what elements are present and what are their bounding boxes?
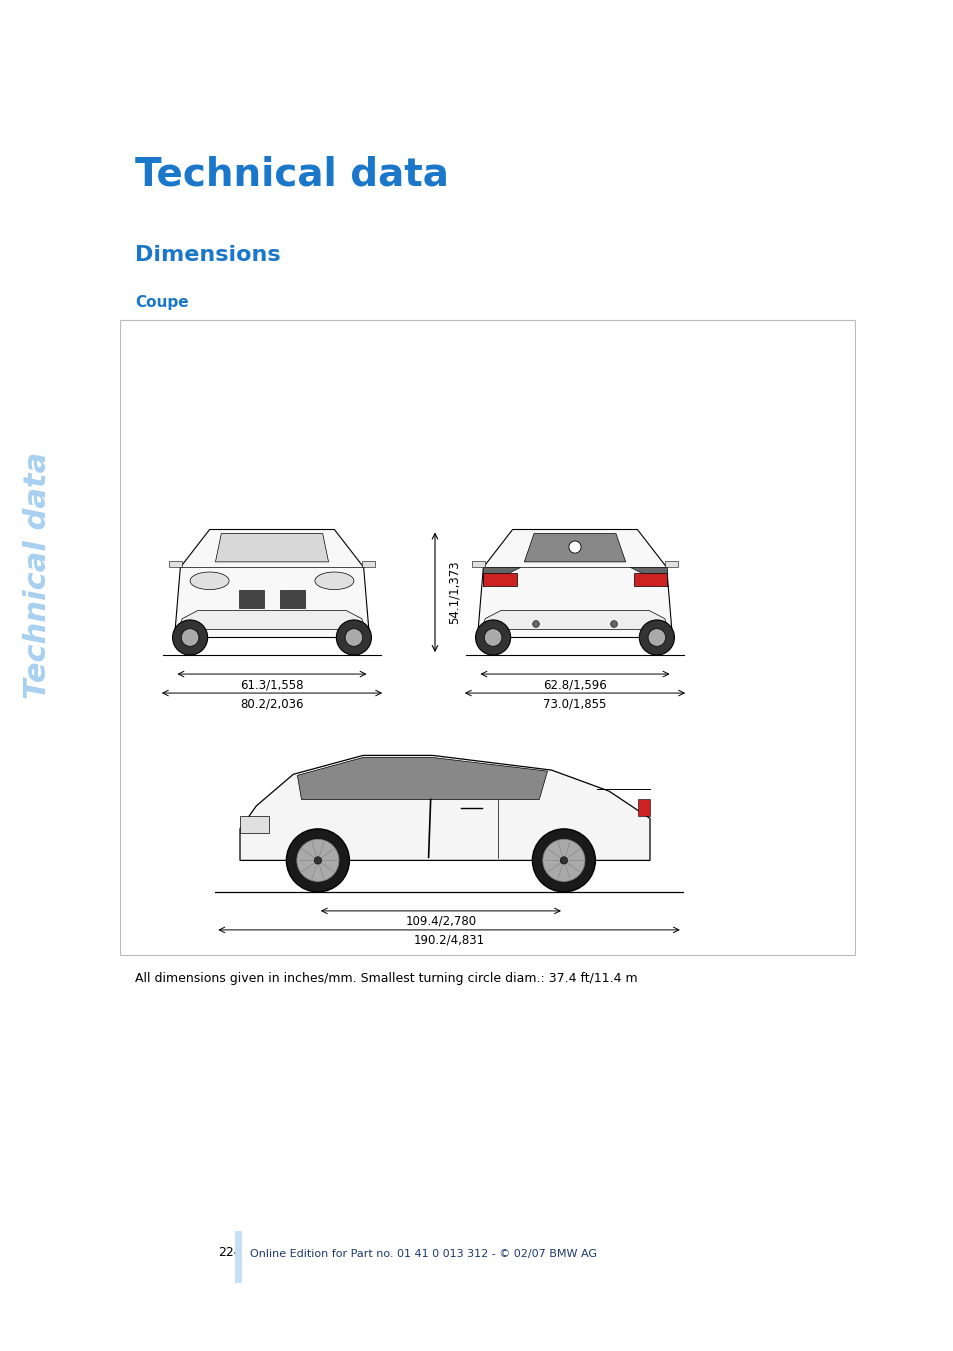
- Circle shape: [542, 839, 584, 881]
- Circle shape: [532, 830, 595, 892]
- Bar: [471, 561, 485, 567]
- Polygon shape: [174, 530, 369, 638]
- Polygon shape: [629, 567, 666, 586]
- Text: All dimensions given in inches/mm. Smallest turning circle diam.: 37.4 ft/11.4 m: All dimensions given in inches/mm. Small…: [135, 971, 637, 985]
- Text: Online Edition for Part no. 01 41 0 013 312 - © 02/07 BMW AG: Online Edition for Part no. 01 41 0 013 …: [250, 1250, 597, 1259]
- Circle shape: [181, 628, 198, 646]
- Bar: [279, 590, 305, 608]
- Circle shape: [484, 628, 501, 646]
- Circle shape: [286, 830, 349, 892]
- Text: 73.0/1,855: 73.0/1,855: [543, 697, 606, 711]
- Polygon shape: [481, 611, 668, 630]
- Circle shape: [559, 857, 567, 865]
- Ellipse shape: [314, 571, 354, 589]
- Circle shape: [610, 620, 617, 627]
- Circle shape: [532, 620, 538, 627]
- Text: 224: 224: [218, 1246, 241, 1259]
- Bar: [633, 573, 666, 586]
- Circle shape: [647, 628, 665, 646]
- Text: Technical data: Technical data: [24, 451, 52, 698]
- Bar: [361, 561, 375, 567]
- Circle shape: [475, 620, 510, 655]
- Polygon shape: [524, 534, 625, 562]
- Bar: [483, 573, 516, 586]
- Polygon shape: [240, 755, 649, 861]
- Circle shape: [314, 857, 321, 865]
- Polygon shape: [477, 530, 672, 638]
- Polygon shape: [240, 816, 269, 834]
- Text: 54.1/1,373: 54.1/1,373: [448, 561, 460, 624]
- Text: Technical data: Technical data: [135, 155, 449, 193]
- Bar: [637, 800, 649, 816]
- Polygon shape: [483, 567, 519, 586]
- Bar: [238, 590, 264, 608]
- Circle shape: [296, 839, 338, 881]
- Circle shape: [345, 628, 362, 646]
- Bar: [234, 1231, 242, 1283]
- Ellipse shape: [190, 571, 229, 589]
- Bar: [120, 320, 854, 955]
- Text: 80.2/2,036: 80.2/2,036: [240, 697, 303, 711]
- Bar: [169, 561, 182, 567]
- Text: Dimensions: Dimensions: [135, 245, 280, 265]
- Polygon shape: [215, 534, 328, 562]
- Polygon shape: [178, 611, 365, 630]
- Text: 190.2/4,831: 190.2/4,831: [413, 934, 484, 947]
- Text: 109.4/2,780: 109.4/2,780: [405, 915, 476, 928]
- Circle shape: [639, 620, 674, 655]
- Polygon shape: [297, 758, 547, 800]
- Text: Coupe: Coupe: [135, 295, 189, 309]
- Circle shape: [172, 620, 208, 655]
- Text: 62.8/1,596: 62.8/1,596: [542, 678, 606, 692]
- Circle shape: [336, 620, 371, 655]
- Circle shape: [568, 540, 580, 553]
- Text: 61.3/1,558: 61.3/1,558: [240, 678, 303, 692]
- Bar: [664, 561, 678, 567]
